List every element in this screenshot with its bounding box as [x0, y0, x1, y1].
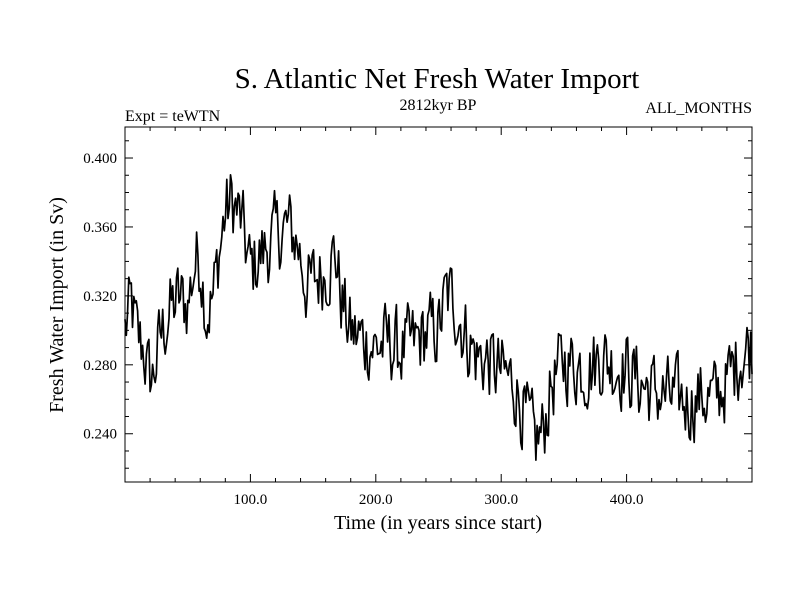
x-tick-label: 300.0 — [484, 492, 518, 508]
y-tick-label: 0.320 — [83, 289, 117, 305]
series-line — [124, 173, 753, 461]
x-axis-ticks: 100.0 200.0 300.0 400.0 — [149, 127, 728, 508]
plot-frame — [124, 126, 753, 483]
series-layer — [124, 173, 753, 461]
y-tick-label: 0.360 — [83, 220, 117, 236]
x-tick-label: 100.0 — [234, 492, 268, 508]
y-axis-label: Fresh Water Import (in Sv) — [46, 197, 68, 413]
y-tick-label: 0.400 — [83, 151, 117, 167]
y-tick-label: 0.240 — [83, 427, 117, 443]
x-tick-label: 400.0 — [610, 492, 644, 508]
subtitle-period: 2812kyr BP — [400, 97, 477, 114]
subtitle-experiment: Expt = teWTN — [125, 108, 221, 125]
chart-title: S. Atlantic Net Fresh Water Import — [235, 63, 640, 95]
subtitle-months: ALL_MONTHS — [645, 100, 752, 117]
y-tick-label: 0.280 — [83, 358, 117, 374]
x-axis-label: Time (in years since start) — [334, 512, 542, 534]
x-tick-label: 200.0 — [359, 492, 393, 508]
y-axis-ticks: 0.240 0.280 0.320 0.360 0.400 — [83, 140, 752, 469]
